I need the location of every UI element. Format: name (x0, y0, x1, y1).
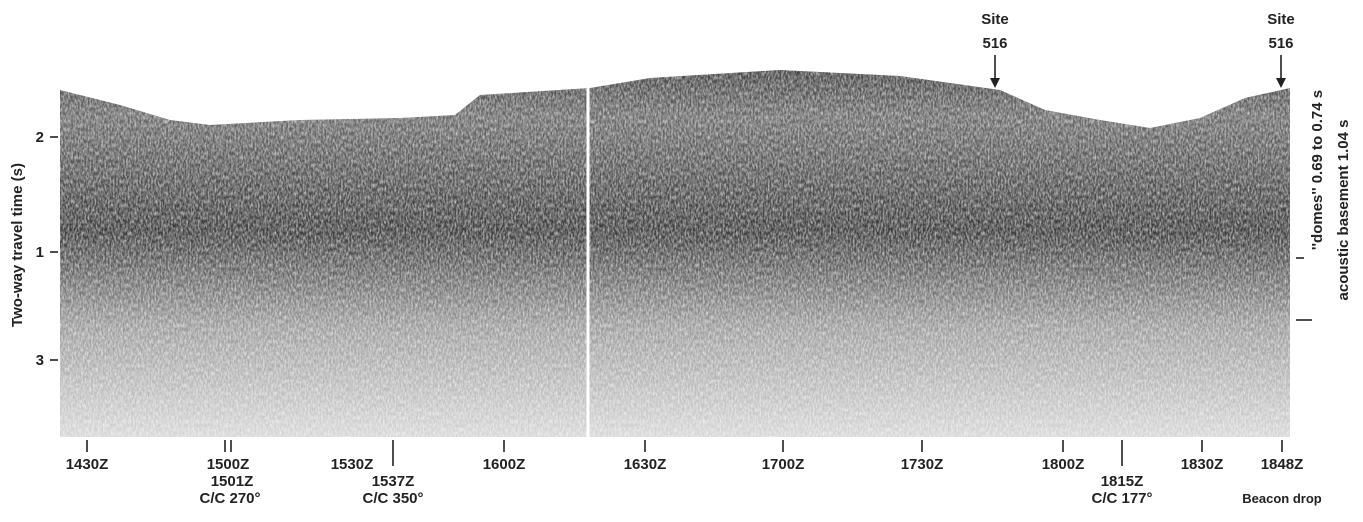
site-label: Site (981, 11, 1009, 28)
site-label: Site (1267, 11, 1295, 28)
time-label: 1530Z (331, 456, 374, 473)
time-label: 1430Z (66, 456, 109, 473)
site-number: 516 (982, 35, 1007, 52)
time-label: 1730Z (901, 456, 944, 473)
course-change: C/C 350° (362, 490, 423, 507)
axis-title: Two-way travel time (s) (9, 163, 26, 327)
time-label: 1815Z (1101, 473, 1144, 490)
time-label: 1537Z (372, 473, 415, 490)
time-labels: 1430Z 1500Z 1501Z C/C 270° 1530Z 1537Z C… (66, 456, 1322, 507)
site-number: 516 (1268, 35, 1293, 52)
axis-tick-label: 3 (36, 352, 44, 369)
time-label: 1700Z (762, 456, 805, 473)
axis-ticks: 2 1 3 (36, 129, 58, 369)
axis-tick-label: 1 (36, 244, 44, 261)
time-label: 1848Z (1261, 456, 1304, 473)
course-change: C/C 177° (1091, 490, 1152, 507)
axis-tick-label: 2 (36, 129, 44, 146)
time-label: 1830Z (1181, 456, 1224, 473)
annotation: ''domes'' 0.69 to 0.74 s (1309, 90, 1326, 250)
site-markers: Site 516 Site 516 (981, 11, 1295, 88)
time-label: 1600Z (483, 456, 526, 473)
seismic-profile (60, 70, 1290, 437)
annotation: acoustic basement 1.04 s (1335, 120, 1352, 301)
time-label: 1500Z (207, 456, 250, 473)
event-label: Beacon drop (1242, 491, 1322, 506)
course-change: C/C 270° (199, 490, 260, 507)
time-label: 1501Z (211, 473, 254, 490)
time-label: 1630Z (624, 456, 667, 473)
time-label: 1800Z (1042, 456, 1085, 473)
time-ticks (86, 440, 1283, 466)
right-annotations: ''domes'' 0.69 to 0.74 s acoustic baseme… (1296, 90, 1352, 321)
